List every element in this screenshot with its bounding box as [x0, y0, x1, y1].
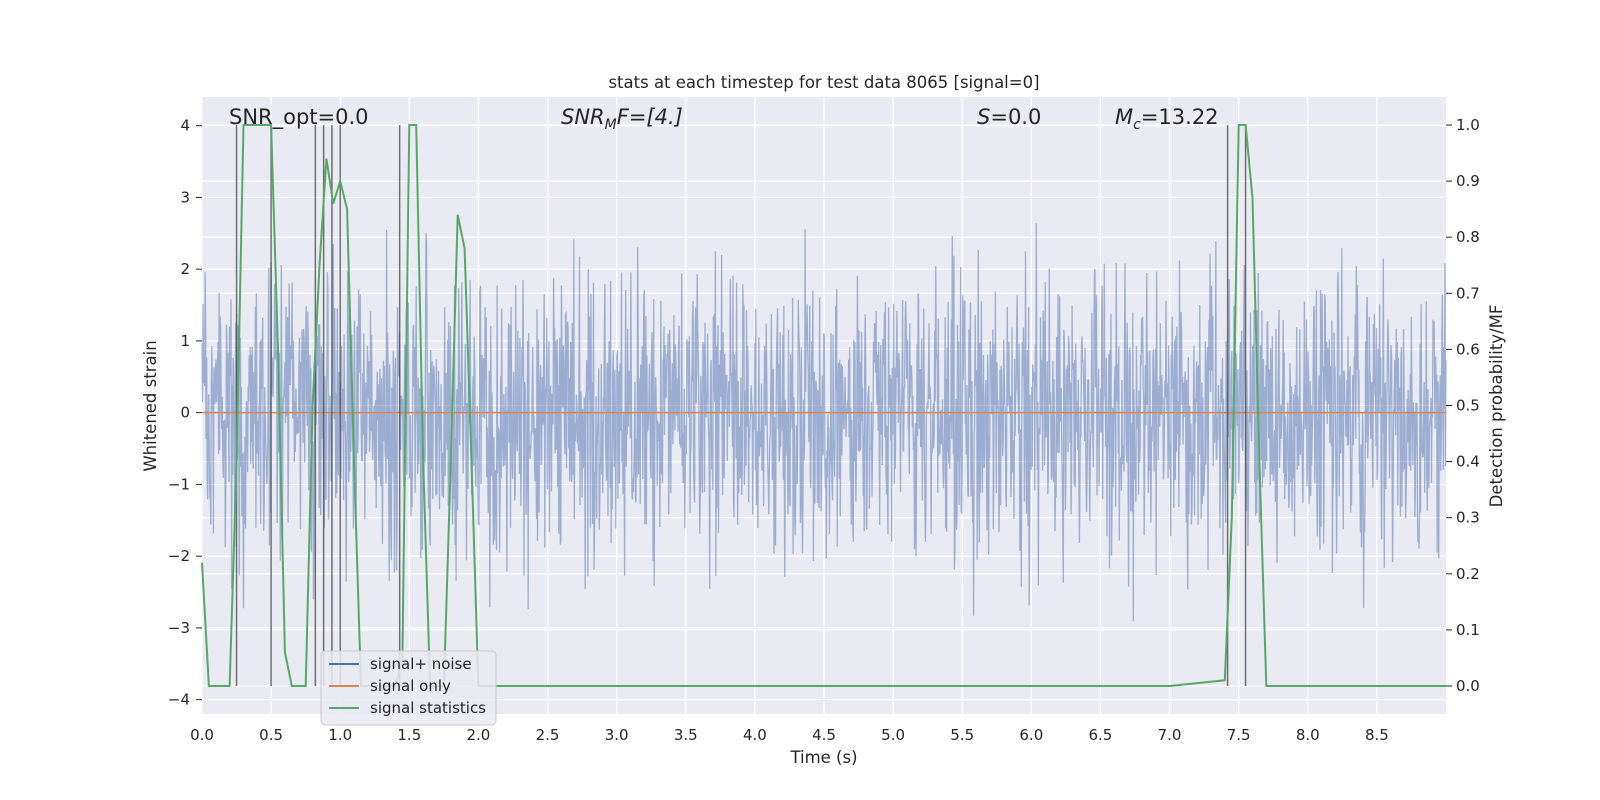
y-tick-label: −4	[168, 691, 190, 709]
legend-label-signal-noise: signal+ noise	[370, 655, 472, 673]
y-ticks-left: 4 3 2 1 0 −1 −2 −3 −4	[168, 117, 202, 709]
legend-box	[320, 650, 497, 726]
legend: signal+ noise signal only signal statist…	[320, 650, 497, 726]
x-tick-label: 0.0	[190, 726, 214, 744]
y-right-tick-label: 0.9	[1456, 172, 1480, 190]
annotation-snr-opt: SNR_opt=0.0	[229, 105, 369, 130]
x-tick-label: 7.0	[1158, 726, 1182, 744]
x-tick-label: 4.0	[743, 726, 767, 744]
signal-noise-line	[201, 223, 1447, 622]
annotation-s: S=0.0	[977, 105, 1041, 129]
x-tick-label: 3.5	[674, 726, 698, 744]
y-right-tick-label: 0.1	[1456, 621, 1480, 639]
y-axis-label-right: Detection probability/MF	[1487, 305, 1506, 508]
x-tick-label: 6.0	[1019, 726, 1043, 744]
y-right-tick-label: 0.6	[1456, 340, 1480, 358]
x-tick-label: 4.5	[812, 726, 836, 744]
y-right-tick-label: 0.8	[1456, 228, 1480, 246]
x-tick-label: 5.0	[881, 726, 905, 744]
x-axis-label: Time (s)	[789, 748, 857, 767]
y-tick-label: 1	[180, 332, 190, 350]
signal-noise-series	[201, 223, 1447, 622]
x-tick-label: 5.5	[950, 726, 974, 744]
x-tick-label: 8.0	[1296, 726, 1320, 744]
vertical-markers	[235, 125, 1247, 686]
x-tick-label: 0.5	[259, 726, 283, 744]
x-tick-label: 1.0	[328, 726, 352, 744]
y-right-tick-label: 0.2	[1456, 565, 1480, 583]
legend-label-signal-only: signal only	[370, 677, 451, 695]
annotation-mc: Mc=13.22	[1115, 105, 1219, 133]
y-right-tick-label: 0.4	[1456, 453, 1480, 471]
y-tick-label: 3	[180, 188, 190, 206]
x-tick-label: 6.5	[1089, 726, 1113, 744]
y-right-tick-label: 0.3	[1456, 509, 1480, 527]
y-right-tick-label: 0.5	[1456, 397, 1480, 415]
x-tick-label: 1.5	[397, 726, 421, 744]
x-tick-label: 2.0	[467, 726, 491, 744]
y-right-tick-label: 0.0	[1456, 677, 1480, 695]
y-tick-label: 0	[180, 404, 190, 422]
x-tick-label: 7.5	[1227, 726, 1251, 744]
x-ticks: 0.0 0.5 1.0 1.5 2.0 2.5 3.0 3.5 4.0 4.5 5.0 5.5 6.0 6…	[190, 726, 1389, 744]
y-tick-label: −1	[168, 475, 190, 493]
annotation-snr-mf: SNRMF=[4.]	[561, 105, 683, 133]
y-axis-label: Whitened strain	[141, 340, 160, 471]
y-tick-label: 4	[180, 117, 190, 135]
y-ticks-right: 1.0 0.9 0.8 0.7 0.6 0.5 0.4 0.3 0.2 0.1 0.0	[1446, 116, 1480, 695]
chart-title: stats at each timestep for test data 806…	[608, 73, 1039, 92]
y-right-tick-label: 1.0	[1456, 116, 1480, 134]
y-right-tick-label: 0.7	[1456, 284, 1480, 302]
legend-label-signal-statistics: signal statistics	[370, 699, 486, 717]
y-tick-label: −3	[168, 619, 190, 637]
y-tick-label: −2	[168, 547, 190, 565]
y-tick-label: 2	[180, 260, 190, 278]
x-tick-label: 2.5	[536, 726, 560, 744]
x-tick-label: 3.0	[605, 726, 629, 744]
x-tick-label: 8.5	[1365, 726, 1389, 744]
